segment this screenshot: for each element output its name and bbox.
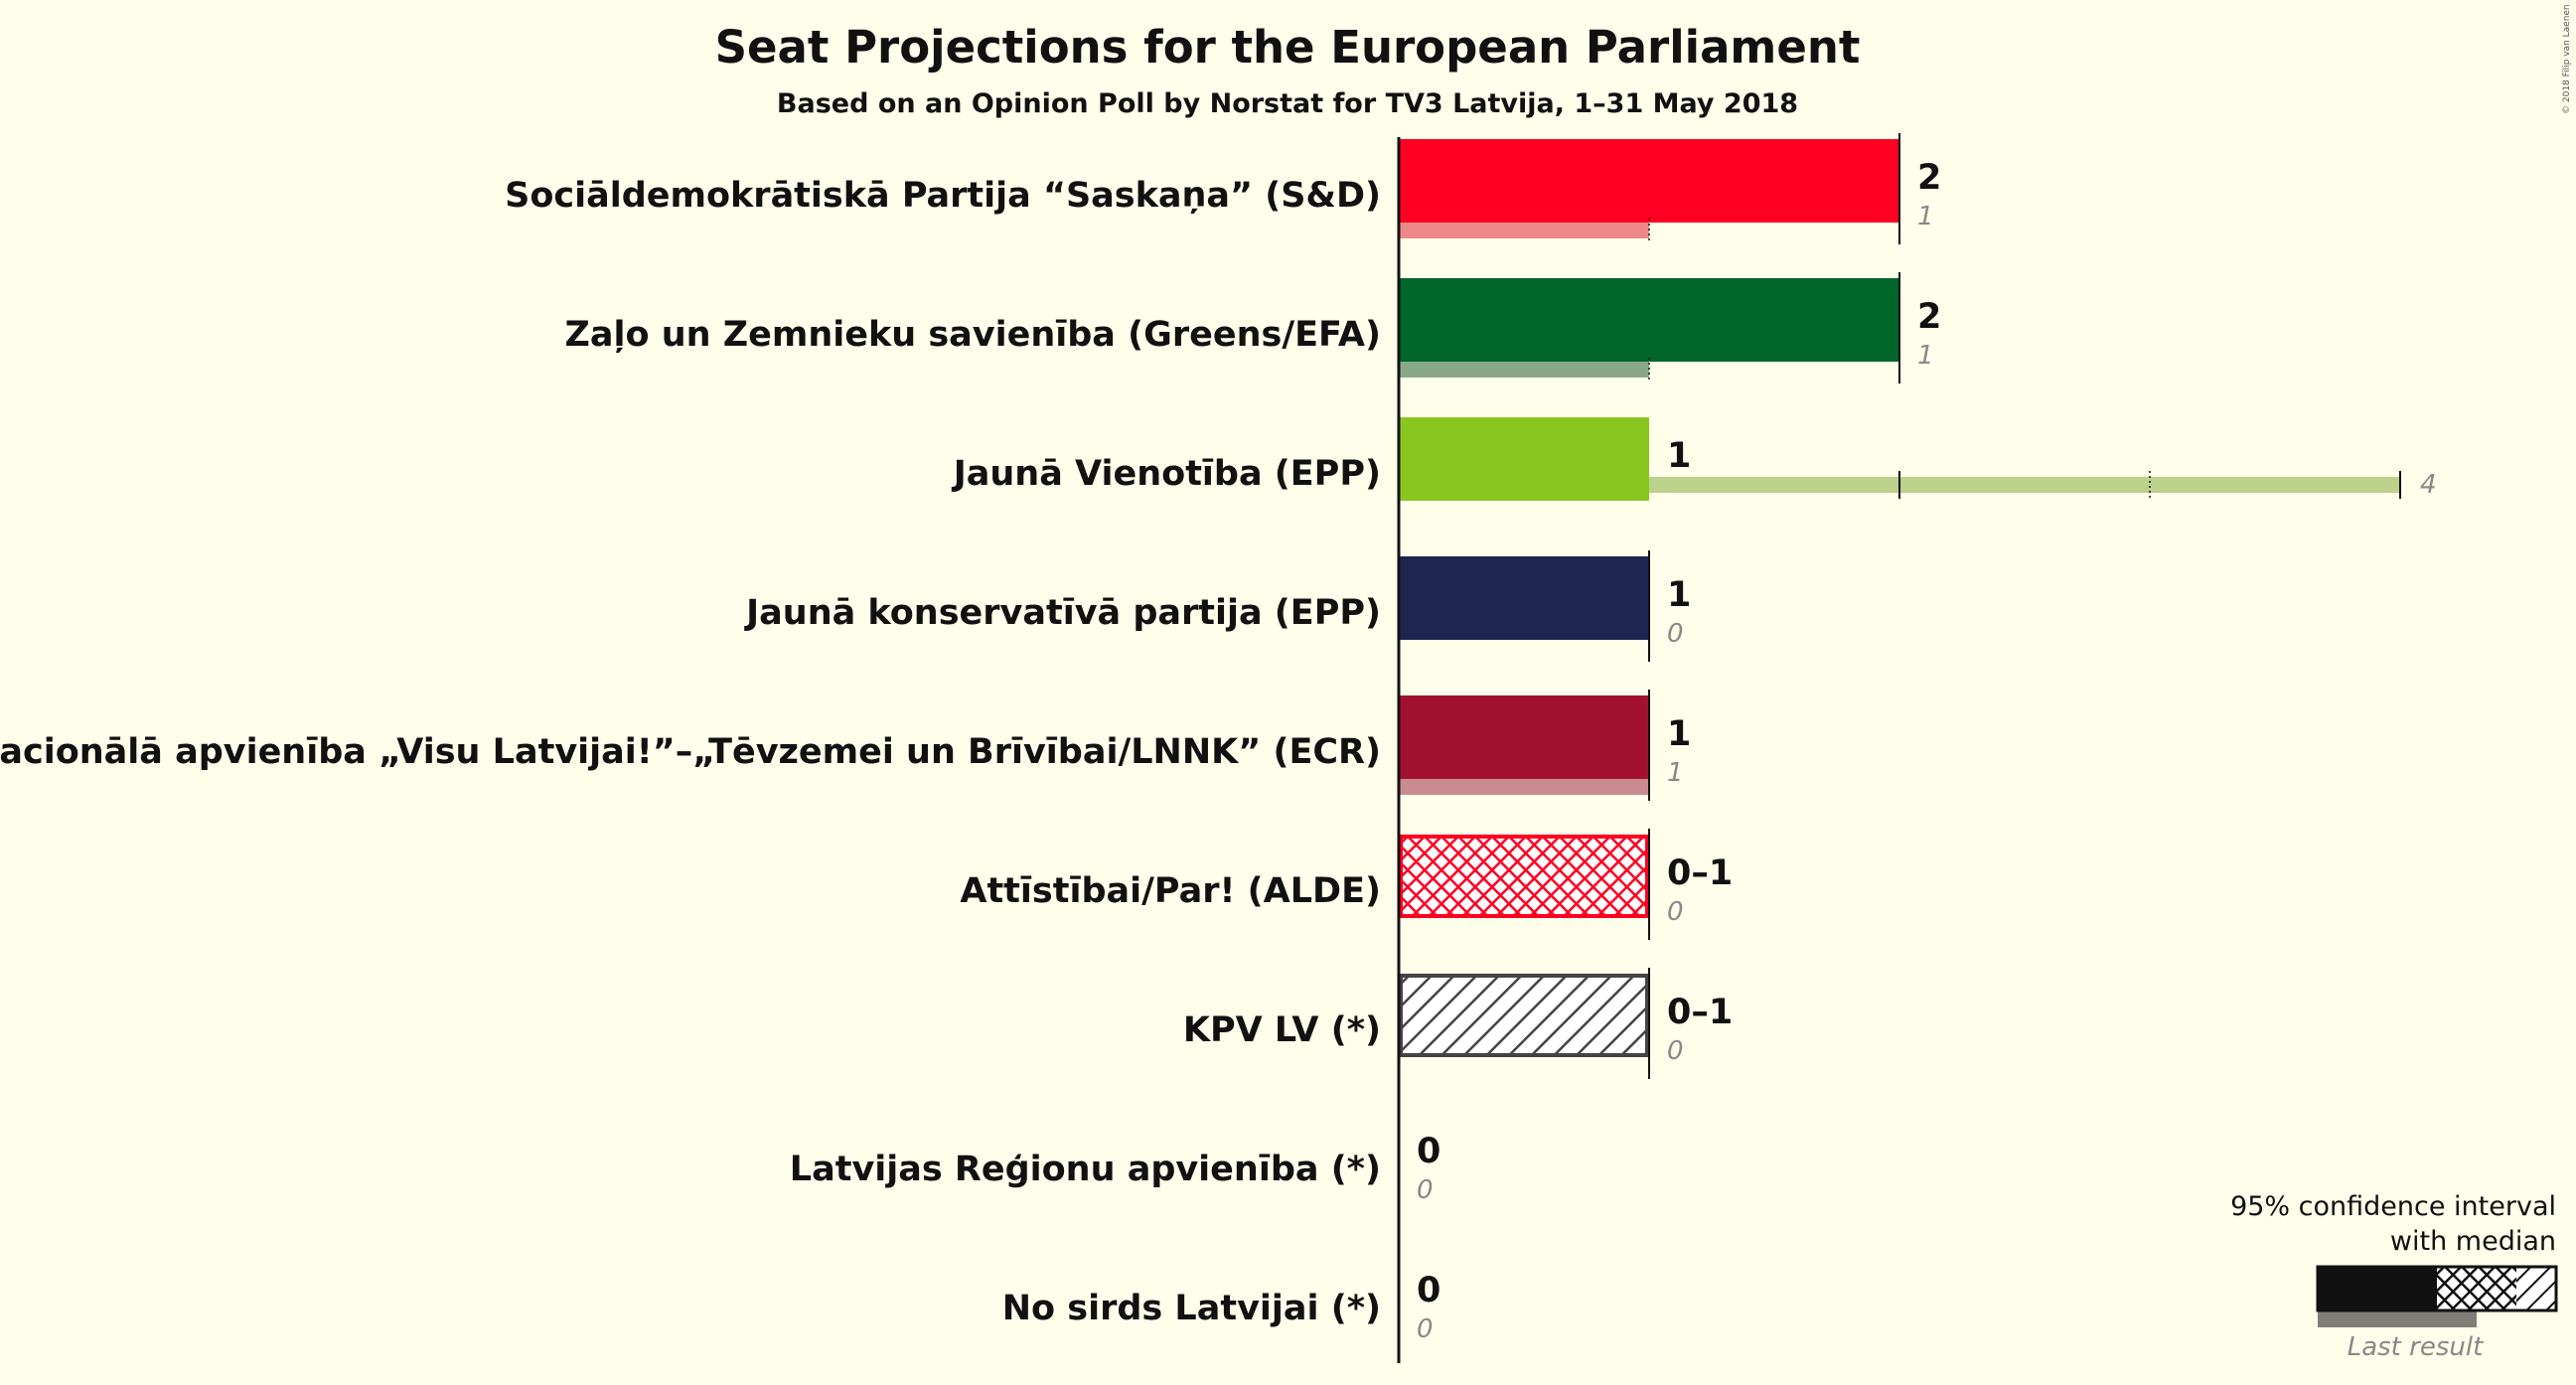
last-result-label: 0: [1667, 619, 1684, 649]
legend-title-line1: 95% confidence interval: [2230, 1191, 2556, 1222]
projection-bar: [1399, 139, 1899, 223]
projection-label: 2: [1917, 297, 1941, 337]
party-name-label: Jaunā Vienotība (EPP): [952, 454, 1381, 494]
last-result-label: 0: [1667, 1036, 1684, 1066]
last-result-bar: [1399, 223, 1649, 238]
projection-label: 0: [1417, 1271, 1440, 1310]
last-result-bar: [1399, 779, 1649, 795]
projection-interval-bar: [1399, 974, 1649, 1057]
projection-label: 0–1: [1667, 993, 1733, 1032]
projection-label: 2: [1917, 158, 1941, 198]
last-result-label: 1: [1667, 758, 1684, 788]
chart-title: Seat Projections for the European Parlia…: [715, 21, 1861, 74]
projection-bar: [1399, 278, 1899, 362]
projection-bar: [1399, 417, 1649, 501]
bars-layer: 2 1 Sociāldemokrātiskā Partija “Saskaņa” (…: [0, 133, 2437, 1344]
legend: 95% confidence interval with median Last…: [2230, 1191, 2558, 1362]
party-name-label: Sociāldemokrātiskā Partija “Saskaņa” (S&…: [505, 176, 1381, 216]
party-name-label: Attīstībai/Par! (ALDE): [960, 871, 1381, 911]
last-result-label: 4: [2420, 470, 2437, 500]
legend-title-line2: with median: [2390, 1226, 2556, 1257]
projection-label: 1: [1667, 436, 1691, 476]
legend-last-result-bar: [2318, 1309, 2477, 1327]
legend-diagonal-segment: [2516, 1267, 2556, 1310]
last-result-bar: [1399, 362, 1649, 378]
projection-label: 1: [1667, 714, 1691, 754]
projection-label: 1: [1667, 575, 1691, 615]
party-name-label: No sirds Latvijai (*): [1002, 1289, 1381, 1328]
party-name-label: Latvijas Reģionu apvienība (*): [790, 1150, 1381, 1189]
party-name-label: KPV LV (*): [1183, 1010, 1381, 1050]
last-result-label: 0: [1417, 1314, 1434, 1344]
legend-outline: [2316, 1265, 2558, 1312]
legend-solid-segment: [2318, 1267, 2437, 1310]
projection-label: 0: [1417, 1132, 1440, 1171]
party-name-label: Zaļo un Zemnieku savienība (Greens/EFA): [564, 315, 1381, 355]
legend-last-result-label: Last result: [2348, 1332, 2484, 1362]
copyright-text: © 2018 Filip van Laenen: [2562, 4, 2572, 114]
last-result-label: 0: [1667, 897, 1684, 927]
projection-bar: [1399, 695, 1649, 779]
last-result-label: 1: [1917, 341, 1934, 371]
party-name-label: Jaunā konservatīvā partija (EPP): [744, 593, 1381, 633]
projection-bar: [1399, 556, 1649, 640]
projection-label: 0–1: [1667, 853, 1733, 893]
last-result-label: 1: [1917, 202, 1934, 231]
projection-interval-bar: [1399, 835, 1649, 918]
chart-subtitle: Based on an Opinion Poll by Norstat for …: [777, 88, 1798, 119]
legend-crosshatch-segment: [2437, 1267, 2516, 1310]
last-result-label: 0: [1417, 1175, 1434, 1205]
party-name-label: Nacionālā apvienība „Visu Latvijai!”–„Tē…: [0, 732, 1381, 772]
